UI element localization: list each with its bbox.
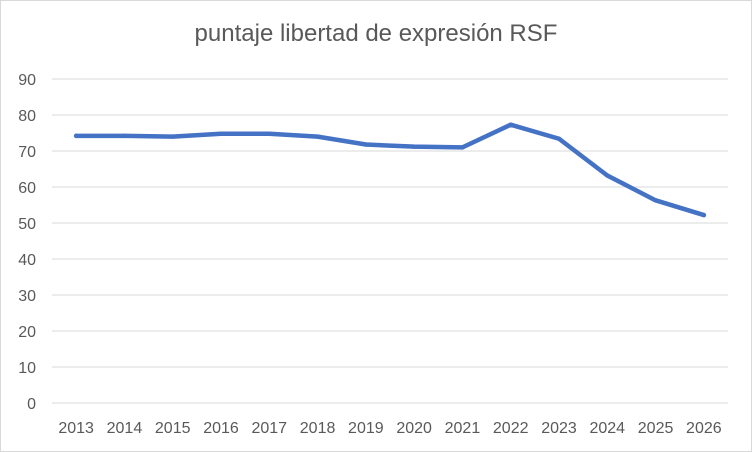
y-tick-label: 80 [18, 108, 36, 125]
x-tick-label: 2016 [203, 420, 239, 437]
y-tick-label: 30 [18, 288, 36, 305]
y-tick-label: 10 [18, 360, 36, 377]
data-point [315, 134, 320, 139]
x-tick-label: 2023 [541, 420, 577, 437]
series-layer [73, 122, 707, 218]
series-line [73, 122, 707, 218]
data-point [701, 212, 707, 218]
data-point [73, 133, 79, 139]
y-tick-label: 20 [18, 324, 36, 341]
y-tick-label: 60 [18, 180, 36, 197]
x-axis-tick-labels: 2013 2014 2015 2016 2017 2018 2019 2020 2021 2022… [58, 420, 721, 437]
data-point [267, 131, 272, 136]
x-tick-label: 2019 [348, 420, 384, 437]
data-point [411, 144, 417, 149]
data-point [556, 136, 562, 141]
data-point [653, 198, 658, 203]
x-tick-label: 2025 [638, 420, 674, 437]
x-tick-label: 2021 [445, 420, 481, 437]
data-point [605, 173, 610, 178]
y-tick-label: 90 [18, 72, 36, 89]
y-tick-label: 70 [18, 144, 36, 161]
x-tick-label: 2022 [493, 420, 529, 437]
data-point [363, 142, 369, 147]
x-tick-label: 2018 [300, 420, 336, 437]
x-tick-label: 2015 [155, 420, 191, 437]
y-axis-tick-labels: 0 10 20 30 40 50 60 70 80 90 [18, 72, 36, 413]
x-tick-label: 2020 [396, 420, 432, 437]
x-tick-label: 2017 [251, 420, 287, 437]
data-point [170, 134, 175, 139]
y-tick-label: 0 [27, 396, 36, 413]
y-tick-label: 50 [18, 216, 36, 233]
y-tick-label: 40 [18, 252, 36, 269]
chart-title: puntaje libertad de expresión RSF [194, 20, 558, 47]
gridlines [52, 78, 728, 404]
data-point [508, 122, 513, 127]
x-tick-label: 2013 [58, 420, 94, 437]
x-tick-label: 2014 [107, 420, 143, 437]
data-point [218, 131, 224, 136]
x-tick-label: 2026 [686, 420, 722, 437]
x-tick-label: 2024 [589, 420, 625, 437]
data-point [122, 133, 127, 139]
data-point [460, 145, 465, 150]
